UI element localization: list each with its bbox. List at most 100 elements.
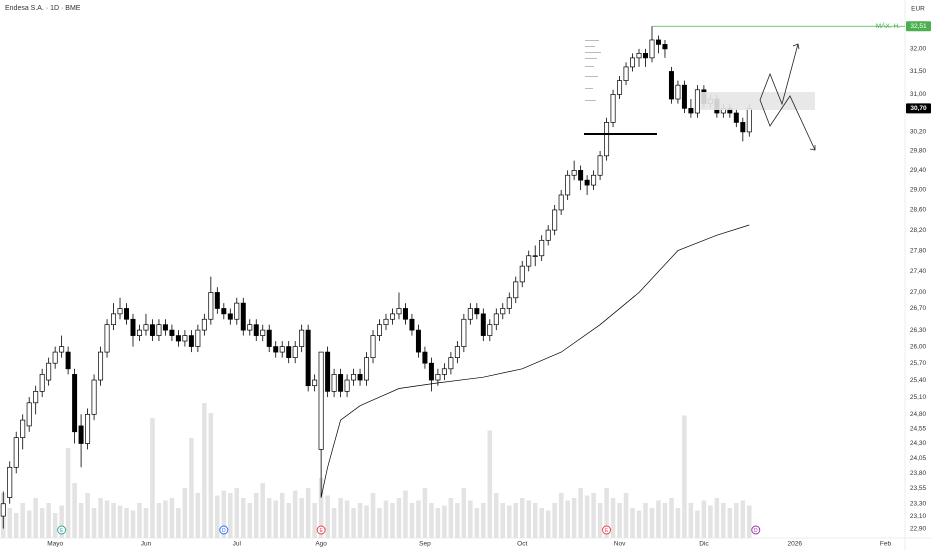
volume-bar	[442, 505, 447, 538]
candle-body	[636, 53, 642, 59]
volume-bar	[682, 415, 687, 538]
candle-body	[630, 57, 636, 68]
candle-body	[526, 255, 532, 267]
candle-body	[746, 107, 752, 133]
candle-body	[124, 308, 129, 320]
candle-body	[487, 324, 493, 336]
volume-bar	[656, 500, 661, 538]
y-tick-label: 25,10	[910, 394, 927, 401]
volume-bar	[747, 505, 752, 538]
candle-body	[668, 71, 674, 100]
volume-bar	[610, 498, 616, 538]
candle-body	[649, 39, 655, 59]
volume-bar	[91, 508, 97, 538]
volume-bar	[241, 498, 246, 538]
candle-body	[604, 122, 610, 157]
candle-body	[344, 379, 350, 392]
candle-body	[643, 53, 648, 59]
y-tick-label: 24,30	[910, 440, 927, 447]
volume-bar	[85, 493, 90, 538]
y-tick-label: 31,50	[910, 68, 927, 75]
x-tick-label: Jul	[233, 541, 242, 548]
x-tick-label: Ago	[315, 541, 327, 548]
candle-body	[279, 346, 285, 353]
volume-bar	[662, 503, 668, 538]
volume-bar	[494, 493, 499, 538]
volume-bar	[182, 488, 188, 538]
candle-body	[377, 324, 383, 336]
candle-body	[513, 281, 519, 299]
volume-bar	[312, 503, 317, 538]
candle-body	[299, 329, 305, 347]
candle-body	[175, 335, 181, 342]
candle-body	[428, 362, 434, 381]
volume-bar	[305, 488, 311, 538]
volume-bar	[33, 498, 38, 538]
volume-bar	[234, 488, 240, 538]
volume-bar	[299, 498, 304, 538]
candle-body	[162, 324, 168, 331]
volume-bar	[247, 503, 253, 538]
volume-bar	[286, 503, 291, 538]
y-tick-label: 26,00	[910, 343, 927, 350]
candle-body	[318, 351, 324, 450]
candle-body	[7, 466, 13, 498]
candle-body	[182, 335, 188, 342]
projection-up	[759, 43, 799, 106]
candle-body	[597, 155, 603, 176]
volume-bar	[377, 508, 382, 538]
candle-body	[85, 413, 91, 444]
candle-body	[402, 308, 408, 320]
candle-body	[617, 80, 623, 95]
candle-body	[201, 318, 207, 331]
chart-title: Endesa S.A. · 1D · BME	[5, 5, 81, 12]
candle-body	[149, 324, 155, 336]
candle-body	[208, 292, 214, 320]
volume-bar	[455, 503, 460, 538]
volume-bar	[617, 503, 622, 538]
volume-bar	[422, 488, 428, 538]
candle-body	[500, 308, 506, 315]
profile-bar	[585, 66, 594, 67]
candle-body	[662, 44, 668, 50]
volume-bar	[390, 503, 395, 538]
volume-bar	[636, 510, 642, 538]
event-label: E	[60, 528, 64, 534]
volume-bar	[292, 490, 298, 538]
candle-body	[390, 313, 395, 320]
candle-body	[409, 318, 415, 331]
candle-body	[240, 302, 246, 331]
candle-body	[396, 308, 402, 315]
candle-body	[98, 351, 104, 381]
profile	[585, 40, 601, 101]
candle-body	[136, 329, 142, 336]
candle-body	[65, 351, 71, 370]
candle-body	[454, 346, 460, 358]
profile-bar	[585, 76, 598, 77]
y-tick-label: 26,70	[910, 305, 927, 312]
y-tick-label: 28,20	[910, 227, 927, 234]
volume-bar	[13, 513, 19, 538]
volume-bar	[221, 490, 227, 538]
candle-body	[351, 374, 357, 381]
volume-bar	[130, 510, 136, 538]
volume-bar	[20, 503, 25, 538]
volume-bar	[565, 500, 570, 538]
candle-body	[474, 308, 480, 315]
event-marker	[602, 525, 612, 535]
candle-body	[46, 362, 52, 381]
candle-body	[480, 313, 486, 336]
volume-bar	[266, 498, 272, 538]
volume-bar	[52, 513, 58, 538]
candle-body	[370, 335, 376, 358]
candle-body	[415, 329, 421, 353]
volume-bar	[176, 508, 181, 538]
candle-body	[111, 313, 117, 326]
volume-bar	[727, 508, 733, 538]
volume-bar	[46, 503, 51, 538]
volume-bar	[228, 493, 233, 538]
last-price-label: 30,70	[910, 105, 927, 112]
volume-bar	[117, 505, 123, 538]
volume-bar	[189, 438, 194, 538]
event-label: E	[605, 528, 609, 534]
